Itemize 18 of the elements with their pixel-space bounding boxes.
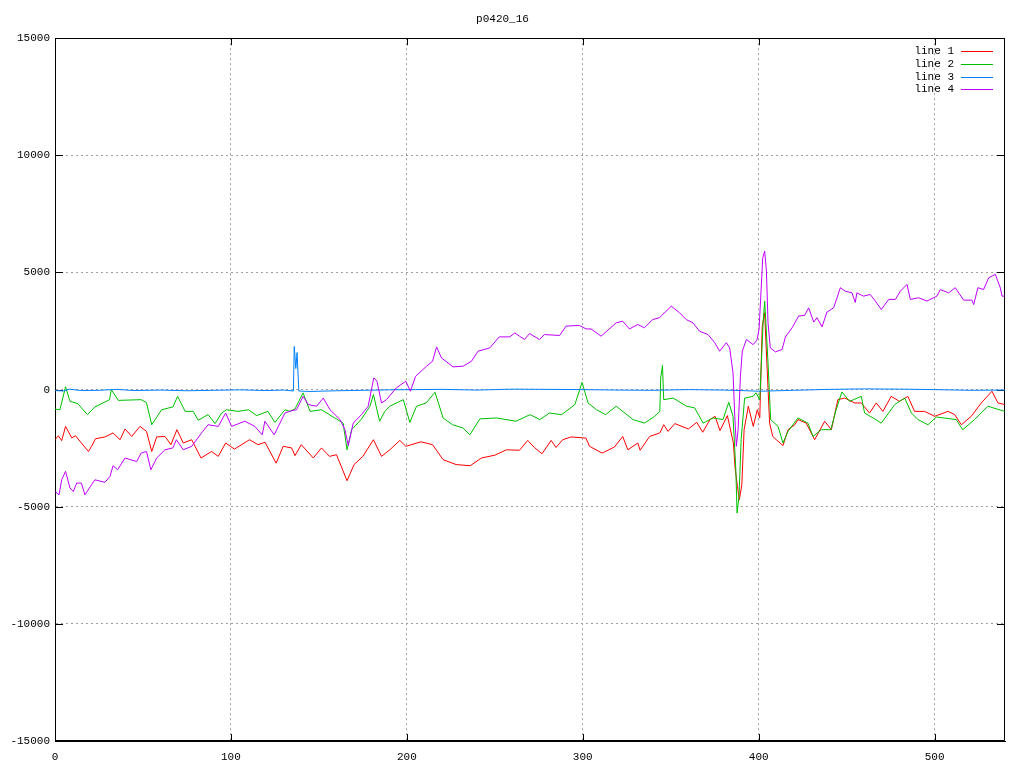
y-tick-label: 10000 bbox=[16, 149, 50, 162]
y-tick-label: 0 bbox=[43, 383, 50, 396]
x-tick-label: 400 bbox=[748, 750, 769, 763]
y-tick-label: 5000 bbox=[23, 266, 50, 279]
x-tick-label: 100 bbox=[221, 750, 241, 763]
y-tick-label: -5000 bbox=[16, 500, 50, 513]
x-tick-label: 200 bbox=[396, 750, 417, 763]
y-tick-label: 15000 bbox=[16, 32, 50, 45]
legend-label: line 1 bbox=[914, 45, 955, 58]
x-tick-label: 0 bbox=[51, 750, 59, 763]
y-tick-label: -15000 bbox=[10, 734, 50, 747]
legend-label: line 3 bbox=[914, 70, 954, 83]
chart-title: p0420_16 bbox=[476, 12, 529, 25]
x-tick-label: 500 bbox=[924, 750, 945, 763]
legend-label: line 4 bbox=[914, 83, 955, 96]
y-tick-label: -10000 bbox=[10, 617, 50, 630]
x-tick-label: 300 bbox=[572, 750, 593, 763]
legend-label: line 2 bbox=[914, 57, 954, 70]
